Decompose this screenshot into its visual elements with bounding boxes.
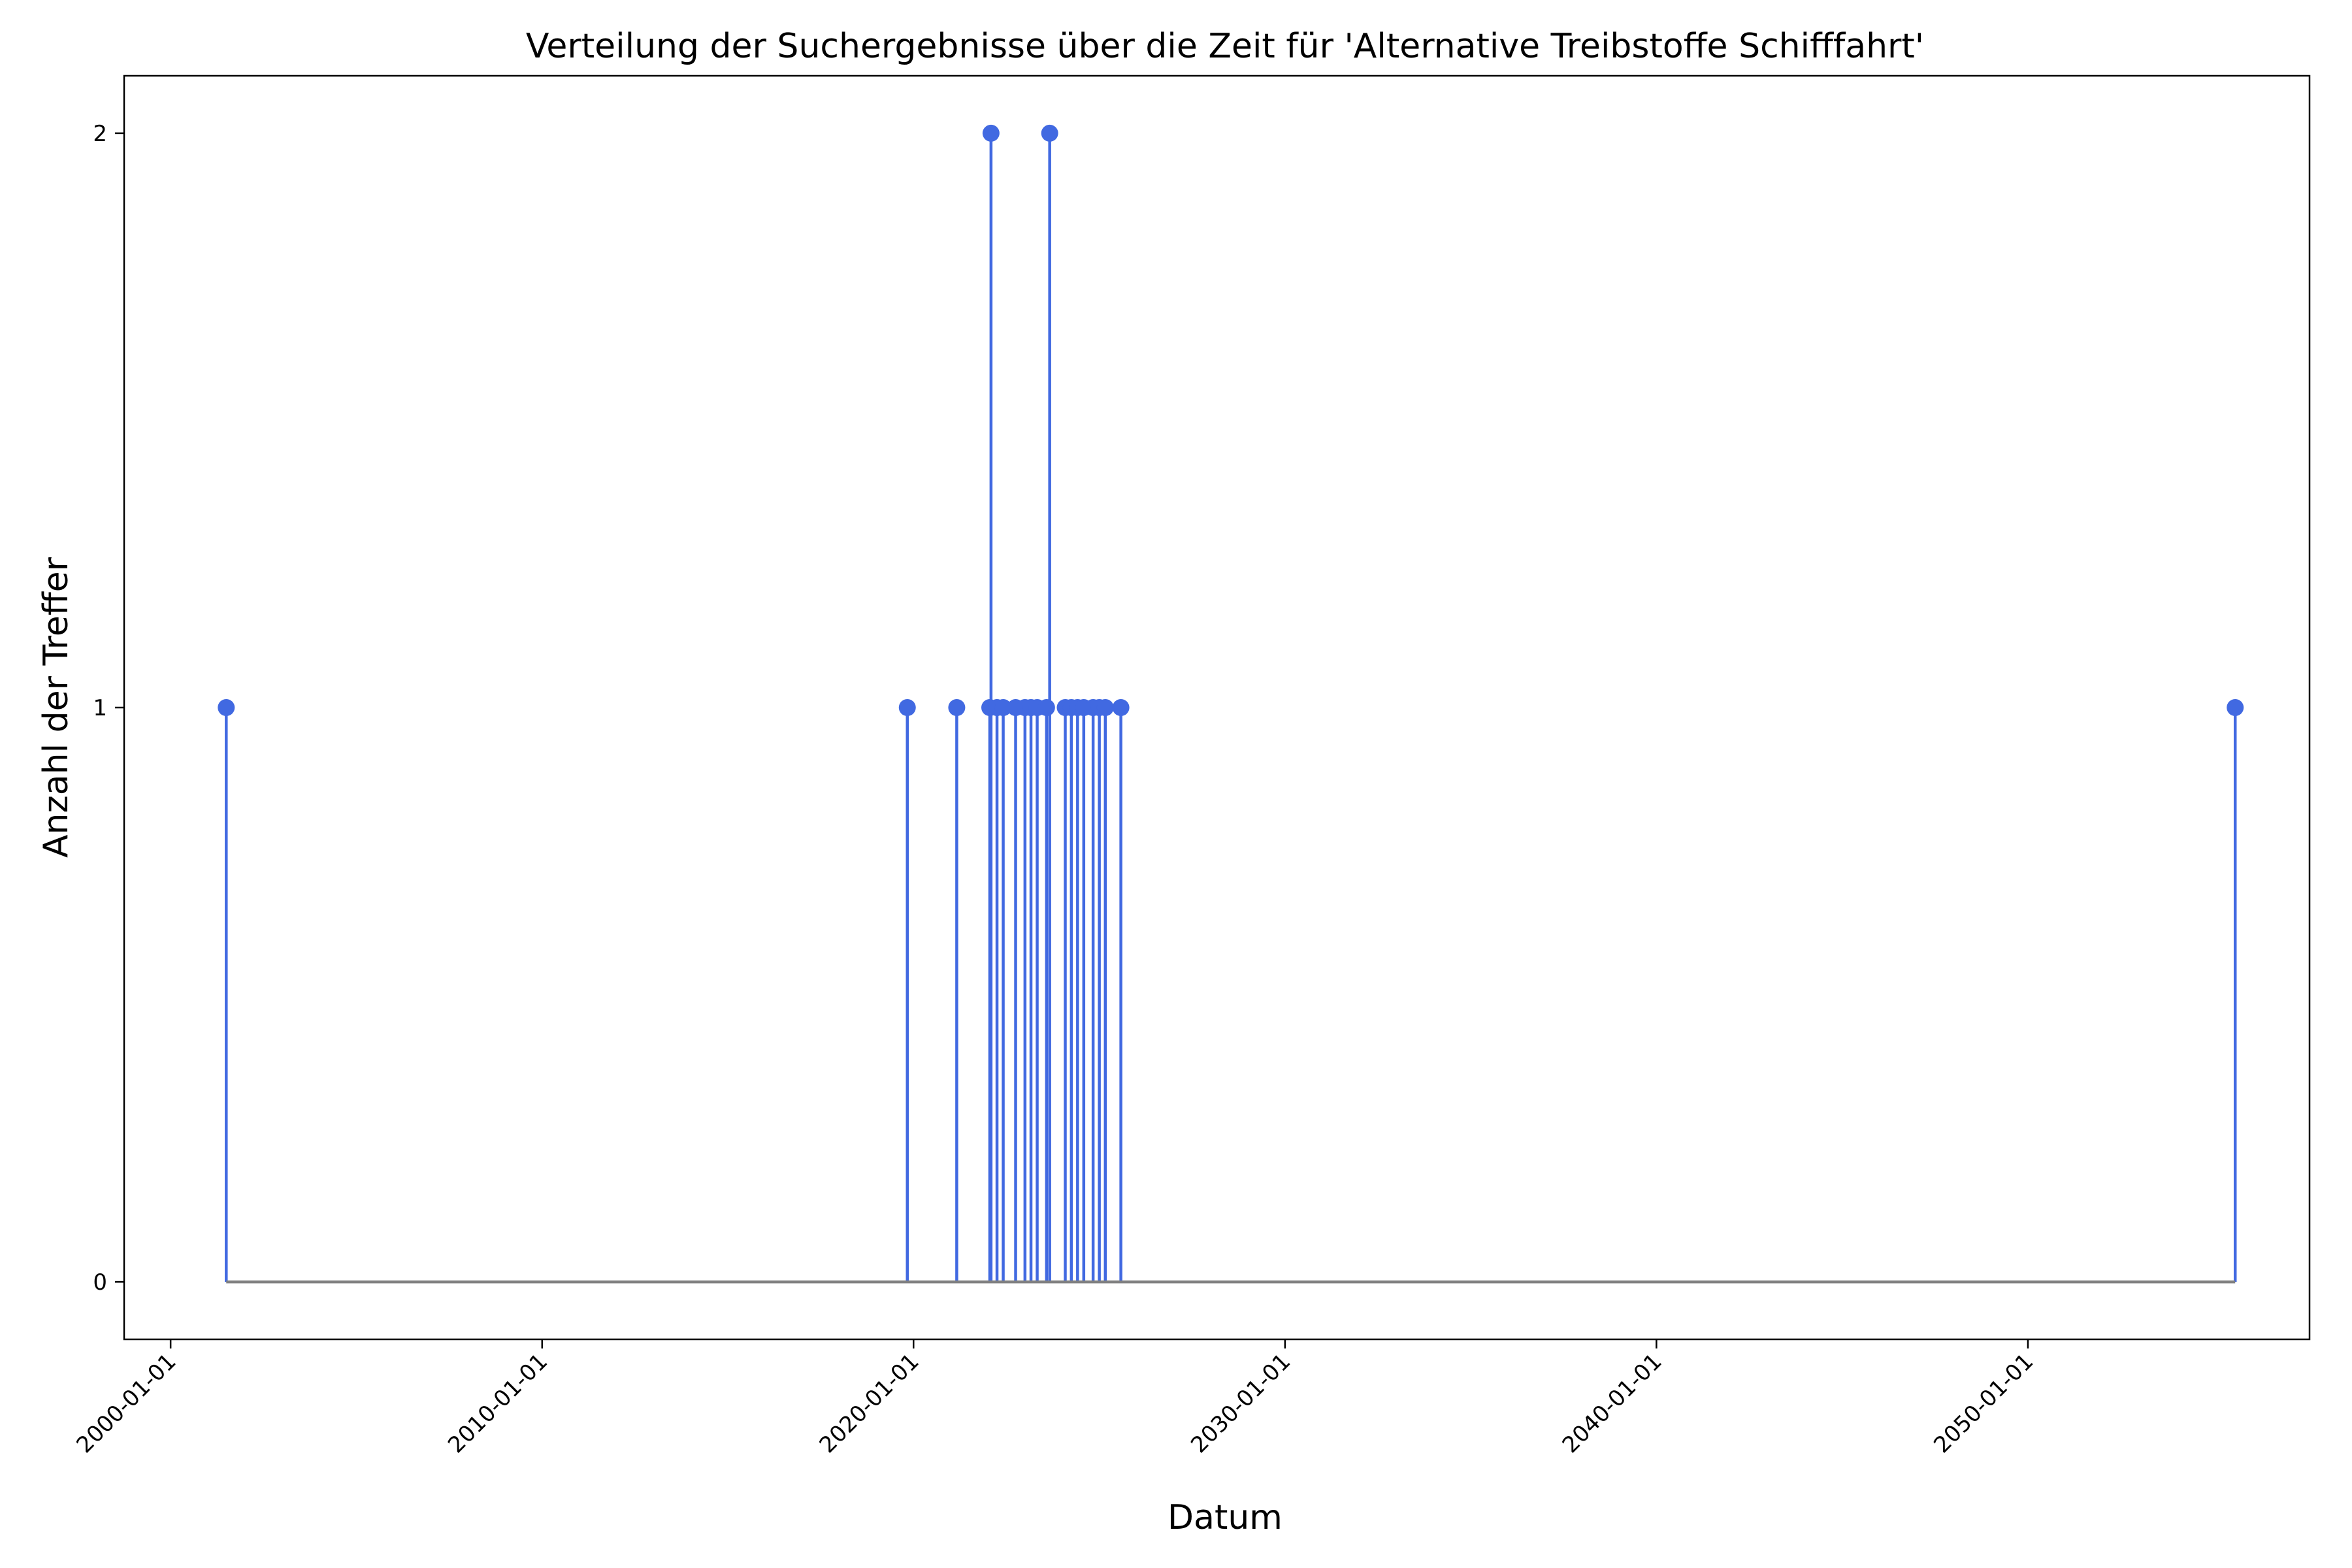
y-tick-label: 0 bbox=[93, 1269, 107, 1296]
x-tick-label: 2030-01-01 bbox=[1186, 1348, 1296, 1458]
x-axis: 2000-01-01 2010-01-01 2020-01-01 2030-01-01… bbox=[71, 1339, 2038, 1458]
x-tick-label: 2000-01-01 bbox=[71, 1348, 181, 1458]
stem-marker bbox=[898, 699, 916, 716]
stem-marker bbox=[948, 699, 966, 716]
x-tick-label: 2050-01-01 bbox=[1929, 1348, 2038, 1458]
y-tick-label: 1 bbox=[93, 695, 107, 721]
chart-title: Verteilung der Suchergebnisse über die Z… bbox=[526, 27, 1924, 66]
stem-marker bbox=[1112, 699, 1130, 716]
stem-series bbox=[225, 133, 2237, 1282]
stem-marker bbox=[994, 699, 1012, 716]
stem-marker bbox=[2227, 699, 2244, 716]
y-axis: 0 1 2 bbox=[93, 121, 124, 1296]
x-tick-label: 2020-01-01 bbox=[815, 1348, 924, 1458]
stem-marker bbox=[982, 124, 1000, 142]
plot-area bbox=[123, 74, 2311, 1341]
stem-marker bbox=[1037, 699, 1055, 716]
stem-marker bbox=[218, 699, 235, 716]
y-axis-label: Anzahl der Treffer bbox=[37, 557, 76, 858]
x-axis-label: Datum bbox=[1168, 1498, 1282, 1537]
x-tick-label: 2040-01-01 bbox=[1558, 1348, 1667, 1458]
y-tick-label: 2 bbox=[93, 121, 107, 147]
stem-marker bbox=[1041, 124, 1058, 142]
marker-series bbox=[218, 124, 2244, 716]
stem-marker bbox=[1096, 699, 1114, 716]
x-tick-label: 2010-01-01 bbox=[443, 1348, 553, 1458]
